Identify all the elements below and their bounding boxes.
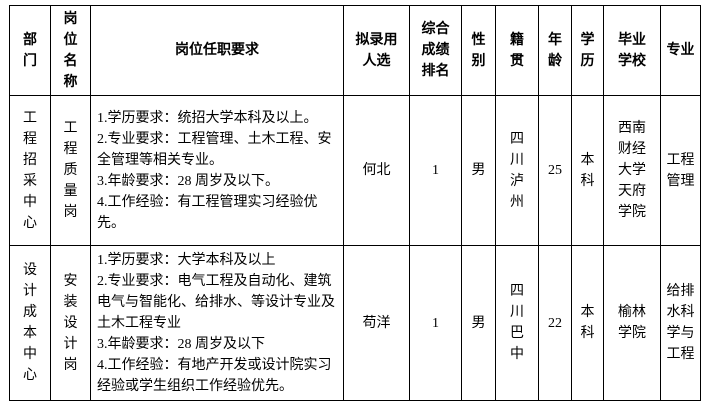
col-header-major: 专业 <box>660 5 701 96</box>
col-header-position: 岗 位 名 称 <box>50 5 91 96</box>
cell-position: 工 程 质 量 岗 <box>50 95 91 246</box>
cell-school: 榆林 学院 <box>603 245 661 401</box>
cell-department: 工 程 招 采 中 心 <box>9 95 51 246</box>
cell-gender: 男 <box>461 95 496 246</box>
cell-requirements: 1.学历要求：统招大学本科及以上。 2.专业要求：工程管理、土木工程、安全管理等… <box>90 95 344 246</box>
col-header-school: 毕业 学校 <box>603 5 661 96</box>
cell-native: 四 川 泸 州 <box>495 95 539 246</box>
recruitment-results-table: 部 门 岗 位 名 称 岗位任职要求 拟录用 人选 综合 成绩 排名 性 别 籍… <box>9 5 701 401</box>
table-row: 设 计 成 本 中 心 安 装 设 计 岗 1.学历要求：大学本科及以上 2.专… <box>9 245 701 401</box>
table-row: 工 程 招 采 中 心 工 程 质 量 岗 1.学历要求：统招大学本科及以上。 … <box>9 95 701 246</box>
col-header-candidate: 拟录用 人选 <box>343 5 410 96</box>
cell-candidate: 苟洋 <box>343 245 410 401</box>
cell-age: 25 <box>538 95 572 246</box>
col-header-education: 学 历 <box>571 5 604 96</box>
col-header-gender: 性 别 <box>461 5 496 96</box>
cell-position: 安 装 设 计 岗 <box>50 245 91 401</box>
cell-gender: 男 <box>461 245 496 401</box>
cell-candidate: 何北 <box>343 95 410 246</box>
cell-school: 西南 财经 大学 天府 学院 <box>603 95 661 246</box>
cell-department: 设 计 成 本 中 心 <box>9 245 51 401</box>
col-header-department: 部 门 <box>9 5 51 96</box>
table-header-row: 部 门 岗 位 名 称 岗位任职要求 拟录用 人选 综合 成绩 排名 性 别 籍… <box>9 5 701 96</box>
col-header-age: 年 龄 <box>538 5 572 96</box>
cell-major: 工程 管理 <box>660 95 701 246</box>
cell-rank: 1 <box>409 245 462 401</box>
col-header-native: 籍 贯 <box>495 5 539 96</box>
cell-native: 四 川 巴 中 <box>495 245 539 401</box>
cell-rank: 1 <box>409 95 462 246</box>
col-header-requirements: 岗位任职要求 <box>90 5 344 96</box>
col-header-rank: 综合 成绩 排名 <box>409 5 462 96</box>
cell-major: 给排 水科 学与 工程 <box>660 245 701 401</box>
cell-age: 22 <box>538 245 572 401</box>
cell-requirements: 1.学历要求：大学本科及以上 2.专业要求：电气工程及自动化、建筑电气与智能化、… <box>90 245 344 401</box>
cell-education: 本 科 <box>571 95 604 246</box>
cell-education: 本 科 <box>571 245 604 401</box>
